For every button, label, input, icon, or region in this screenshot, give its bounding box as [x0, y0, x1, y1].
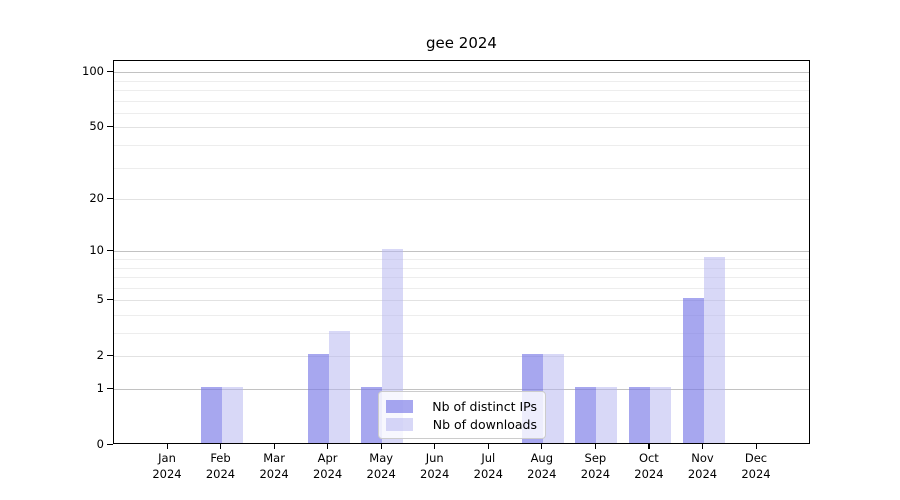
gridline-minor [114, 90, 809, 91]
x-tick-label: Jun 2024 [420, 451, 450, 481]
y-tick-label: 100 [82, 64, 104, 79]
gridline-minor [114, 315, 809, 316]
bar-downloads-aug [542, 354, 564, 443]
legend-item-distinct-ips: Nb of distinct IPs [386, 397, 537, 415]
x-tick-mark [702, 444, 704, 449]
x-tick-label: Feb 2024 [205, 451, 236, 481]
legend: Nb of distinct IPs Nb of downloads [378, 391, 546, 439]
bar-distinct-ips-nov [682, 298, 704, 443]
bar-distinct-ips-may [361, 387, 383, 443]
gridline-major [114, 251, 809, 253]
x-tick-label: Sep 2024 [580, 451, 611, 481]
x-tick-mark [220, 444, 222, 449]
x-tick-mark [541, 444, 543, 449]
legend-label-downloads: Nb of downloads [432, 416, 537, 432]
legend-item-downloads: Nb of downloads [386, 415, 537, 433]
gridline-minor [114, 267, 809, 269]
gridline-minor [114, 112, 809, 114]
gridline-minor [114, 145, 809, 146]
x-tick-label: May 2024 [366, 451, 396, 481]
legend-label-distinct-ips: Nb of distinct IPs [432, 398, 537, 414]
x-tick-mark [380, 444, 382, 449]
bar-distinct-ips-apr [307, 354, 329, 443]
bar-downloads-apr [328, 331, 350, 443]
x-tick-label: Oct 2024 [634, 451, 664, 481]
gridline-minor [114, 287, 809, 289]
x-tick-mark [487, 444, 489, 449]
bar-downloads-oct [649, 387, 671, 443]
y-tick-label: 20 [89, 191, 104, 206]
bar-downloads-feb [221, 387, 243, 443]
x-tick-mark [434, 444, 436, 449]
legend-swatch-downloads [386, 417, 413, 431]
y-tick-label: 0 [96, 437, 104, 451]
y-tick-label: 5 [96, 292, 104, 307]
x-tick-label: Aug 2024 [527, 451, 557, 481]
gridline-minor [114, 100, 809, 102]
x-tick-label: Nov 2024 [687, 451, 718, 481]
bar-distinct-ips-sep [575, 387, 597, 443]
x-tick-mark [273, 444, 275, 449]
gridline-minor [114, 259, 809, 260]
y-tick-label: 50 [89, 119, 104, 134]
x-tick-mark [166, 444, 168, 449]
bar-distinct-ips-oct [628, 387, 650, 443]
bar-downloads-sep [596, 387, 618, 443]
x-tick-mark [755, 444, 757, 449]
gridline-mid [114, 356, 809, 358]
gridline-minor [114, 333, 809, 334]
y-tick-label: 1 [96, 381, 104, 395]
bar-downloads-nov [703, 257, 725, 443]
x-tick-label: Jan 2024 [152, 451, 182, 481]
gridline-minor [114, 80, 809, 82]
gridline-minor [114, 167, 809, 169]
gridline-minor [114, 277, 809, 278]
x-tick-label: Jul 2024 [473, 451, 503, 481]
legend-swatch-distinct-ips [386, 399, 413, 413]
gridline-major [114, 72, 809, 74]
bar-distinct-ips-feb [200, 387, 222, 443]
y-tick-label: 2 [96, 348, 104, 363]
x-tick-mark [648, 444, 650, 449]
x-tick-label: Dec 2024 [741, 451, 771, 481]
chart-title: gee 2024 [426, 34, 497, 52]
gridline-mid [114, 127, 809, 129]
x-tick-label: Apr 2024 [312, 451, 343, 481]
gridline-mid [114, 300, 809, 302]
plot-area [113, 60, 810, 444]
y-tick-label: 10 [89, 243, 104, 258]
x-tick-mark [594, 444, 597, 449]
x-tick-mark [327, 444, 329, 449]
x-tick-label: Mar 2024 [259, 451, 289, 481]
gridline-mid [114, 199, 809, 201]
gridline-major [114, 389, 809, 390]
